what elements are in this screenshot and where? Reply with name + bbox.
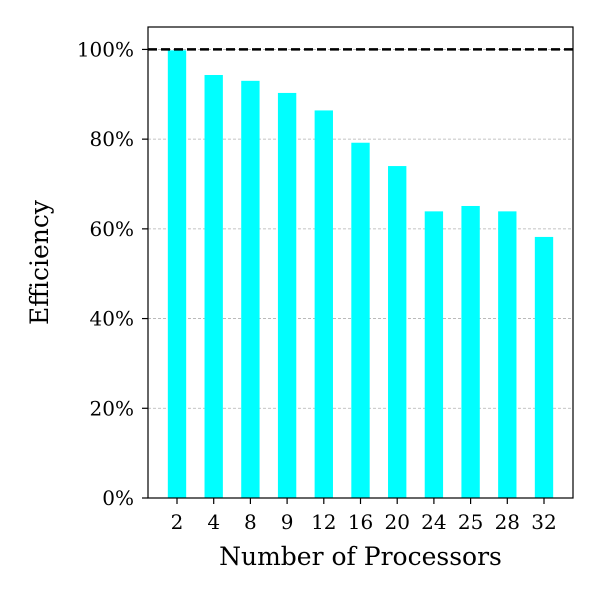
y-tick-label: 100% xyxy=(77,37,134,61)
x-tick-label: 2 xyxy=(171,510,184,534)
y-tick-label: 40% xyxy=(90,307,134,331)
x-tick-label: 25 xyxy=(458,510,483,534)
bar-16 xyxy=(351,142,370,498)
bar-4 xyxy=(204,74,223,499)
bar-32 xyxy=(534,236,554,498)
bar-28 xyxy=(498,211,517,498)
bar-8 xyxy=(241,80,260,498)
bar-2 xyxy=(167,50,187,498)
y-axis-label: Efficiency xyxy=(25,199,54,325)
x-tick-label: 4 xyxy=(207,510,220,534)
x-tick-label: 24 xyxy=(421,510,446,534)
x-tick-label: 12 xyxy=(311,510,336,534)
y-tick-label: 60% xyxy=(90,217,134,241)
x-axis-label: Number of Processors xyxy=(219,542,502,571)
y-tick-label: 80% xyxy=(90,127,134,151)
x-tick-label: 16 xyxy=(348,510,373,534)
x-axis: 2 4 8 9 12 16 20 24 25 28 32 xyxy=(171,498,557,534)
bars xyxy=(167,50,554,499)
bar-20 xyxy=(388,166,407,499)
bar-24 xyxy=(424,211,444,498)
x-tick-label: 28 xyxy=(495,510,520,534)
x-tick-label: 9 xyxy=(281,510,294,534)
bar-12 xyxy=(314,110,333,498)
x-tick-label: 20 xyxy=(384,510,409,534)
y-axis: 0% 20% 40% 60% 80% 100% xyxy=(77,37,148,510)
x-tick-label: 8 xyxy=(244,510,257,534)
x-tick-label: 32 xyxy=(531,510,556,534)
bar-9 xyxy=(277,92,297,498)
bar-25 xyxy=(461,205,480,499)
y-tick-label: 0% xyxy=(102,486,134,510)
y-tick-label: 20% xyxy=(90,396,134,420)
